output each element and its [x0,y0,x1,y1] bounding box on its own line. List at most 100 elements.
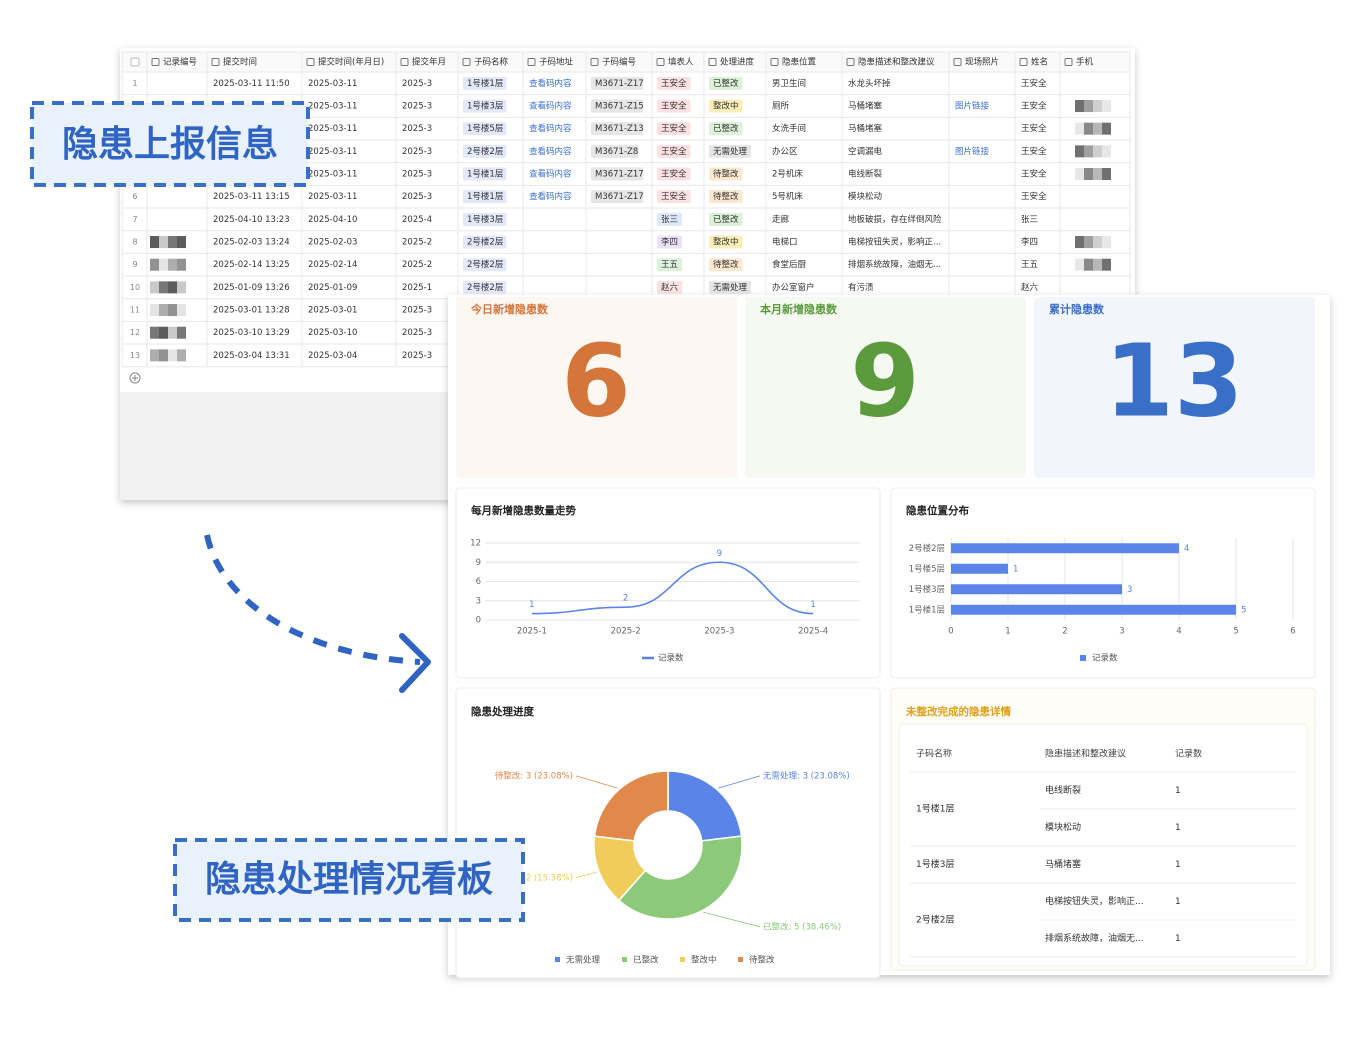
tag [463,235,507,249]
cell: 空调漏电 [848,146,883,157]
tag-text: M3671-Z15 [595,102,644,112]
cell: 2025-02-14 [308,260,357,270]
kpi-value: 6 [561,322,631,439]
cell: 模块松动 [848,191,883,202]
tag [657,258,682,272]
redacted [159,236,168,249]
header-icon [656,58,665,66]
callout-box [30,101,310,187]
redacted [1093,100,1102,113]
cell: 食堂后厨 [772,259,807,270]
line [531,561,814,615]
redacted [1075,236,1084,249]
cell: 王安全 [1021,123,1047,134]
tag-text: 整改中 [713,101,739,112]
y-tick-label: 2号楼2层 [909,543,945,554]
column-header: 子码编号 [602,57,636,68]
link: 查看码内容 [529,169,572,180]
tag-text: 待整改 [713,259,739,270]
legend-swatch [555,957,560,962]
cell: 2025-03-10 13:29 [213,328,290,338]
cell: 2025-03-11 11:50 [213,79,290,89]
header-icon [846,58,855,66]
cell: 有污渍 [848,282,874,293]
tag [657,212,682,226]
tag-text: 2号楼2层 [467,146,503,157]
redacted [1075,122,1084,135]
tag [463,280,507,294]
redacted [1102,258,1111,271]
header-icon [708,58,717,66]
redacted [1084,100,1093,113]
data-label: 5 [1241,605,1246,615]
tag-text: 1号楼1层 [467,78,503,89]
cell: 电梯按钮失灵，影响正... [848,237,941,248]
cell: 2025-02-03 [308,238,357,248]
cell: 2025-3 [402,124,432,134]
cell: 男卫生间 [772,78,806,89]
redacted [150,258,159,271]
tag [657,280,682,294]
link: 查看码内容 [529,78,572,89]
tag-text: 1号楼3层 [467,214,503,225]
cell: 王安全 [1021,146,1047,157]
tag [709,167,743,181]
bar [951,543,1179,554]
column-header: 提交年月 [412,57,446,68]
legend-swatch [1080,655,1086,661]
redacted [1075,100,1084,113]
cell: 2025-04-10 13:23 [213,215,290,225]
cell: 女洗手间 [772,123,806,134]
link: 查看码内容 [529,146,572,157]
cell: 排烟系统故障，油烟无... [848,259,941,270]
redacted [168,258,177,271]
tag-text: 王安全 [661,101,687,112]
column-header: 子码名称 [474,57,509,68]
tag-text: 李四 [661,237,678,248]
chart-title: 隐患位置分布 [906,504,969,517]
tag [709,76,743,90]
callout-box [173,838,525,922]
bar-card [890,487,1316,679]
slice-label: 整改中: 2 (15.38%) [495,872,573,883]
bar [951,584,1122,595]
tag-text: 1号楼5层 [467,123,503,134]
detail-group: 1号楼1层 [916,803,954,815]
tag-text: 2号楼2层 [467,237,503,248]
detail-group: 2号楼2层 [916,914,954,926]
cell: 王安全 [1021,101,1047,112]
leader-line [703,911,761,928]
column-header: 隐患位置 [782,57,817,68]
cell: 2025-03-11 [308,170,357,180]
column-header: 提交时间(年月日) [318,57,384,68]
cell: 2025-03-11 13:15 [213,192,290,202]
redacted [1093,122,1102,135]
tag [657,190,691,204]
link: 图片链接 [955,101,990,112]
tag [709,122,743,136]
tag-text: M3671-Z17 [595,79,644,89]
tag [709,258,743,272]
cell: 赵六 [1021,282,1039,293]
x-tick-label: 2025-4 [798,627,828,637]
leader-line [575,871,598,879]
redacted [1093,168,1102,181]
cell: 2025-03-11 [308,147,357,157]
detail-desc: 排烟系统故障，油烟无... [1045,932,1144,944]
redacted [1075,258,1084,271]
cell: 2号机床 [772,169,803,180]
data-label: 9 [717,549,722,559]
y-tick-label: 1号楼1层 [909,604,945,615]
donut-slice [593,770,669,842]
link: 查看码内容 [529,123,572,134]
column-header: 现场照片 [965,57,999,68]
tag-text: 2号楼2层 [467,282,503,293]
legend-label: 无需处理 [566,955,601,966]
row-number: 8 [132,238,137,247]
kpi-card [456,297,737,478]
tag [657,144,691,158]
header-icon [953,58,962,66]
detail-count: 1 [1175,823,1181,833]
cell: 2025-03-04 13:31 [213,351,290,361]
column-header: 处理进度 [720,57,755,68]
